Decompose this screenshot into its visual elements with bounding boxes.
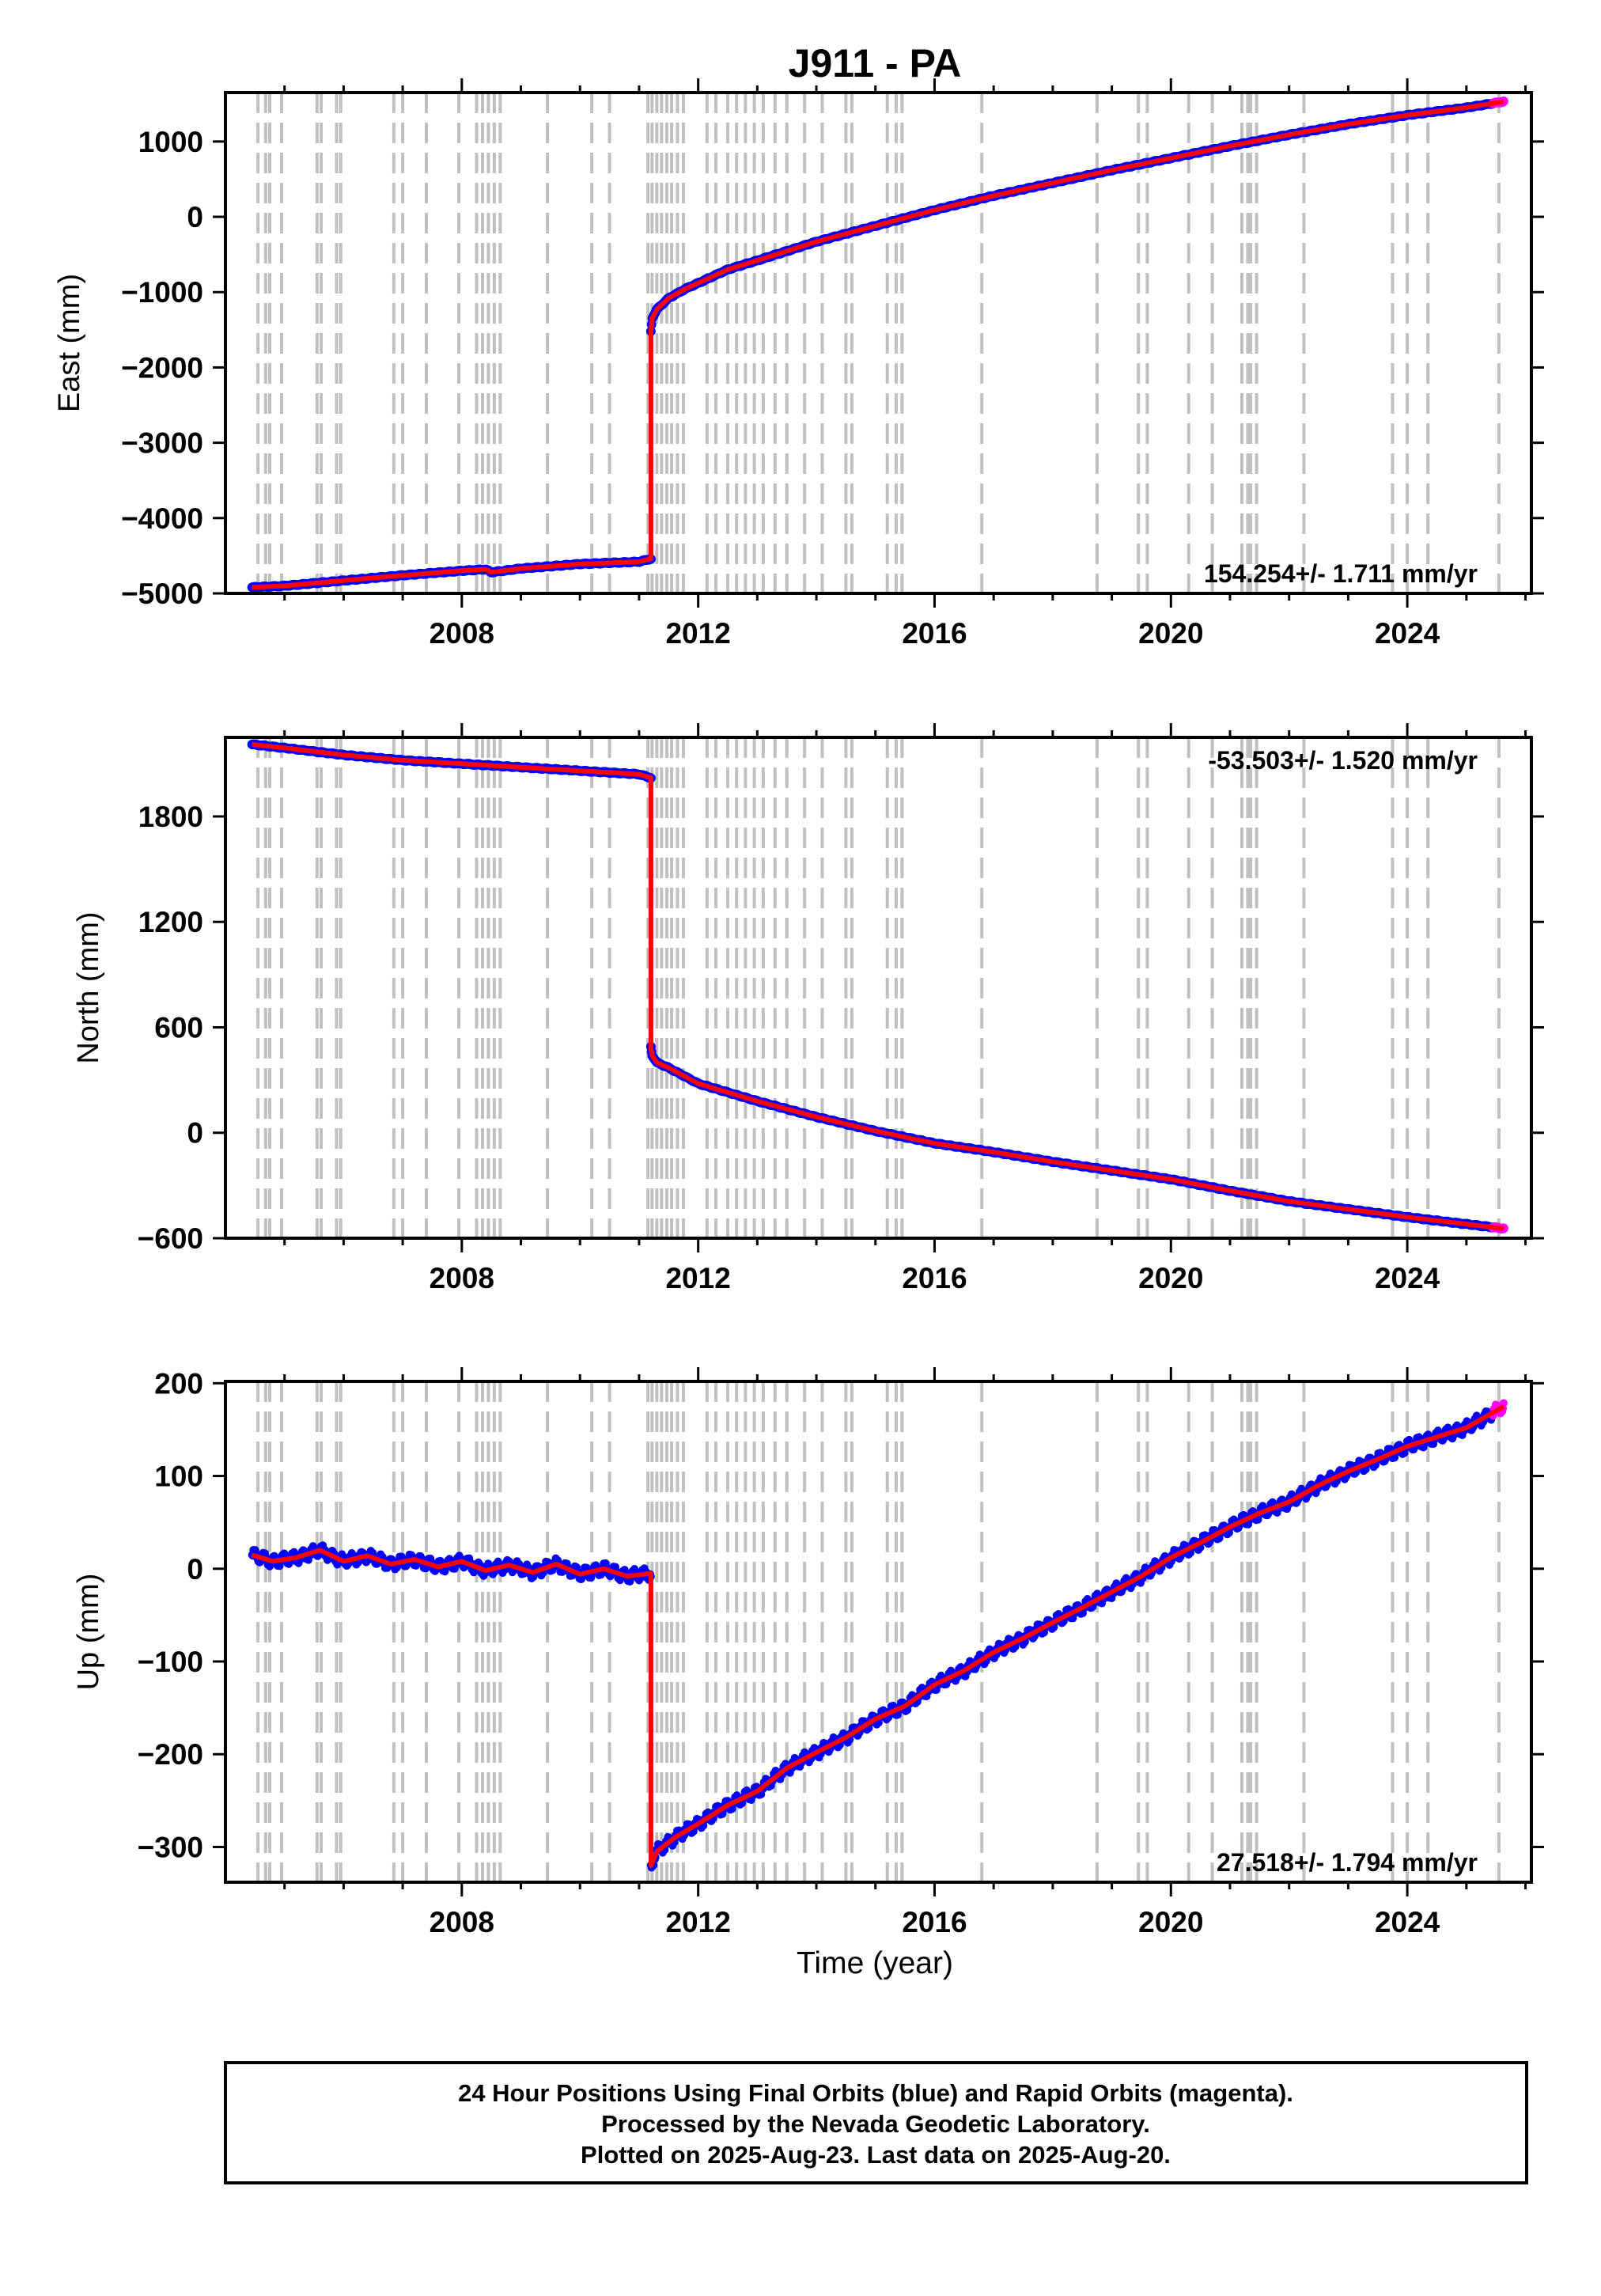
plot-area [247,93,1508,593]
y-tick-label: −3000 [121,427,203,460]
y-tick-label: −2000 [121,351,203,384]
figure-title: J911 - PA [789,41,962,85]
y-tick-label: −5000 [121,578,203,610]
x-tick-label: 2016 [902,617,967,650]
x-tick-label: 2008 [430,1262,494,1294]
y-tick-label: −4000 [121,502,203,535]
model-line [252,741,1504,1231]
y-tick-label: 0 [187,201,203,233]
x-tick-label: 2012 [665,1262,730,1294]
chart-panels: 2008 2012 2016 2020 2024 1000 0 −1000 −2000 −3000… [53,78,1544,1938]
x-tick-label: 2024 [1375,1262,1440,1294]
x-tick-label: 2020 [1138,617,1203,650]
plot-area [247,737,1508,1238]
y-axis-label: North (mm) [72,911,105,1063]
panel-frame [224,736,1533,1240]
y-tick-label: 1000 [138,126,203,158]
y-tick-label: 600 [154,1011,203,1044]
plot-area [248,1381,1508,1882]
rate-label: -53.503+/- 1.520 mm/yr [1208,746,1478,775]
rate-label: 154.254+/- 1.711 mm/yr [1204,559,1478,588]
y-tick-label: −600 [138,1222,203,1255]
x-tick-label: 2016 [902,1262,967,1294]
y-tick-label: 1200 [138,906,203,938]
x-tick-label: 2024 [1375,617,1440,650]
x-tick-label: 2008 [430,617,494,650]
x-tick-label: 2020 [1138,1262,1203,1294]
panel-frame [224,91,1533,595]
panel-east: 2008 2012 2016 2020 2024 1000 0 −1000 −2000 −3000… [53,78,1544,650]
x-tick-label: 2012 [665,617,730,650]
panel-up: 2008 2012 2016 2020 20242001000−100−200−300U… [72,1367,1544,1938]
model-line [252,99,1504,590]
y-tick-label: 0 [187,1117,203,1150]
y-axis-label: East (mm) [53,274,86,412]
panel-north: 2008 2012 2016 2020 2024 1800 1200 600 0 −600 Nort… [72,723,1544,1294]
y-tick-label: 1800 [138,801,203,833]
y-tick-label: −1000 [121,276,203,309]
